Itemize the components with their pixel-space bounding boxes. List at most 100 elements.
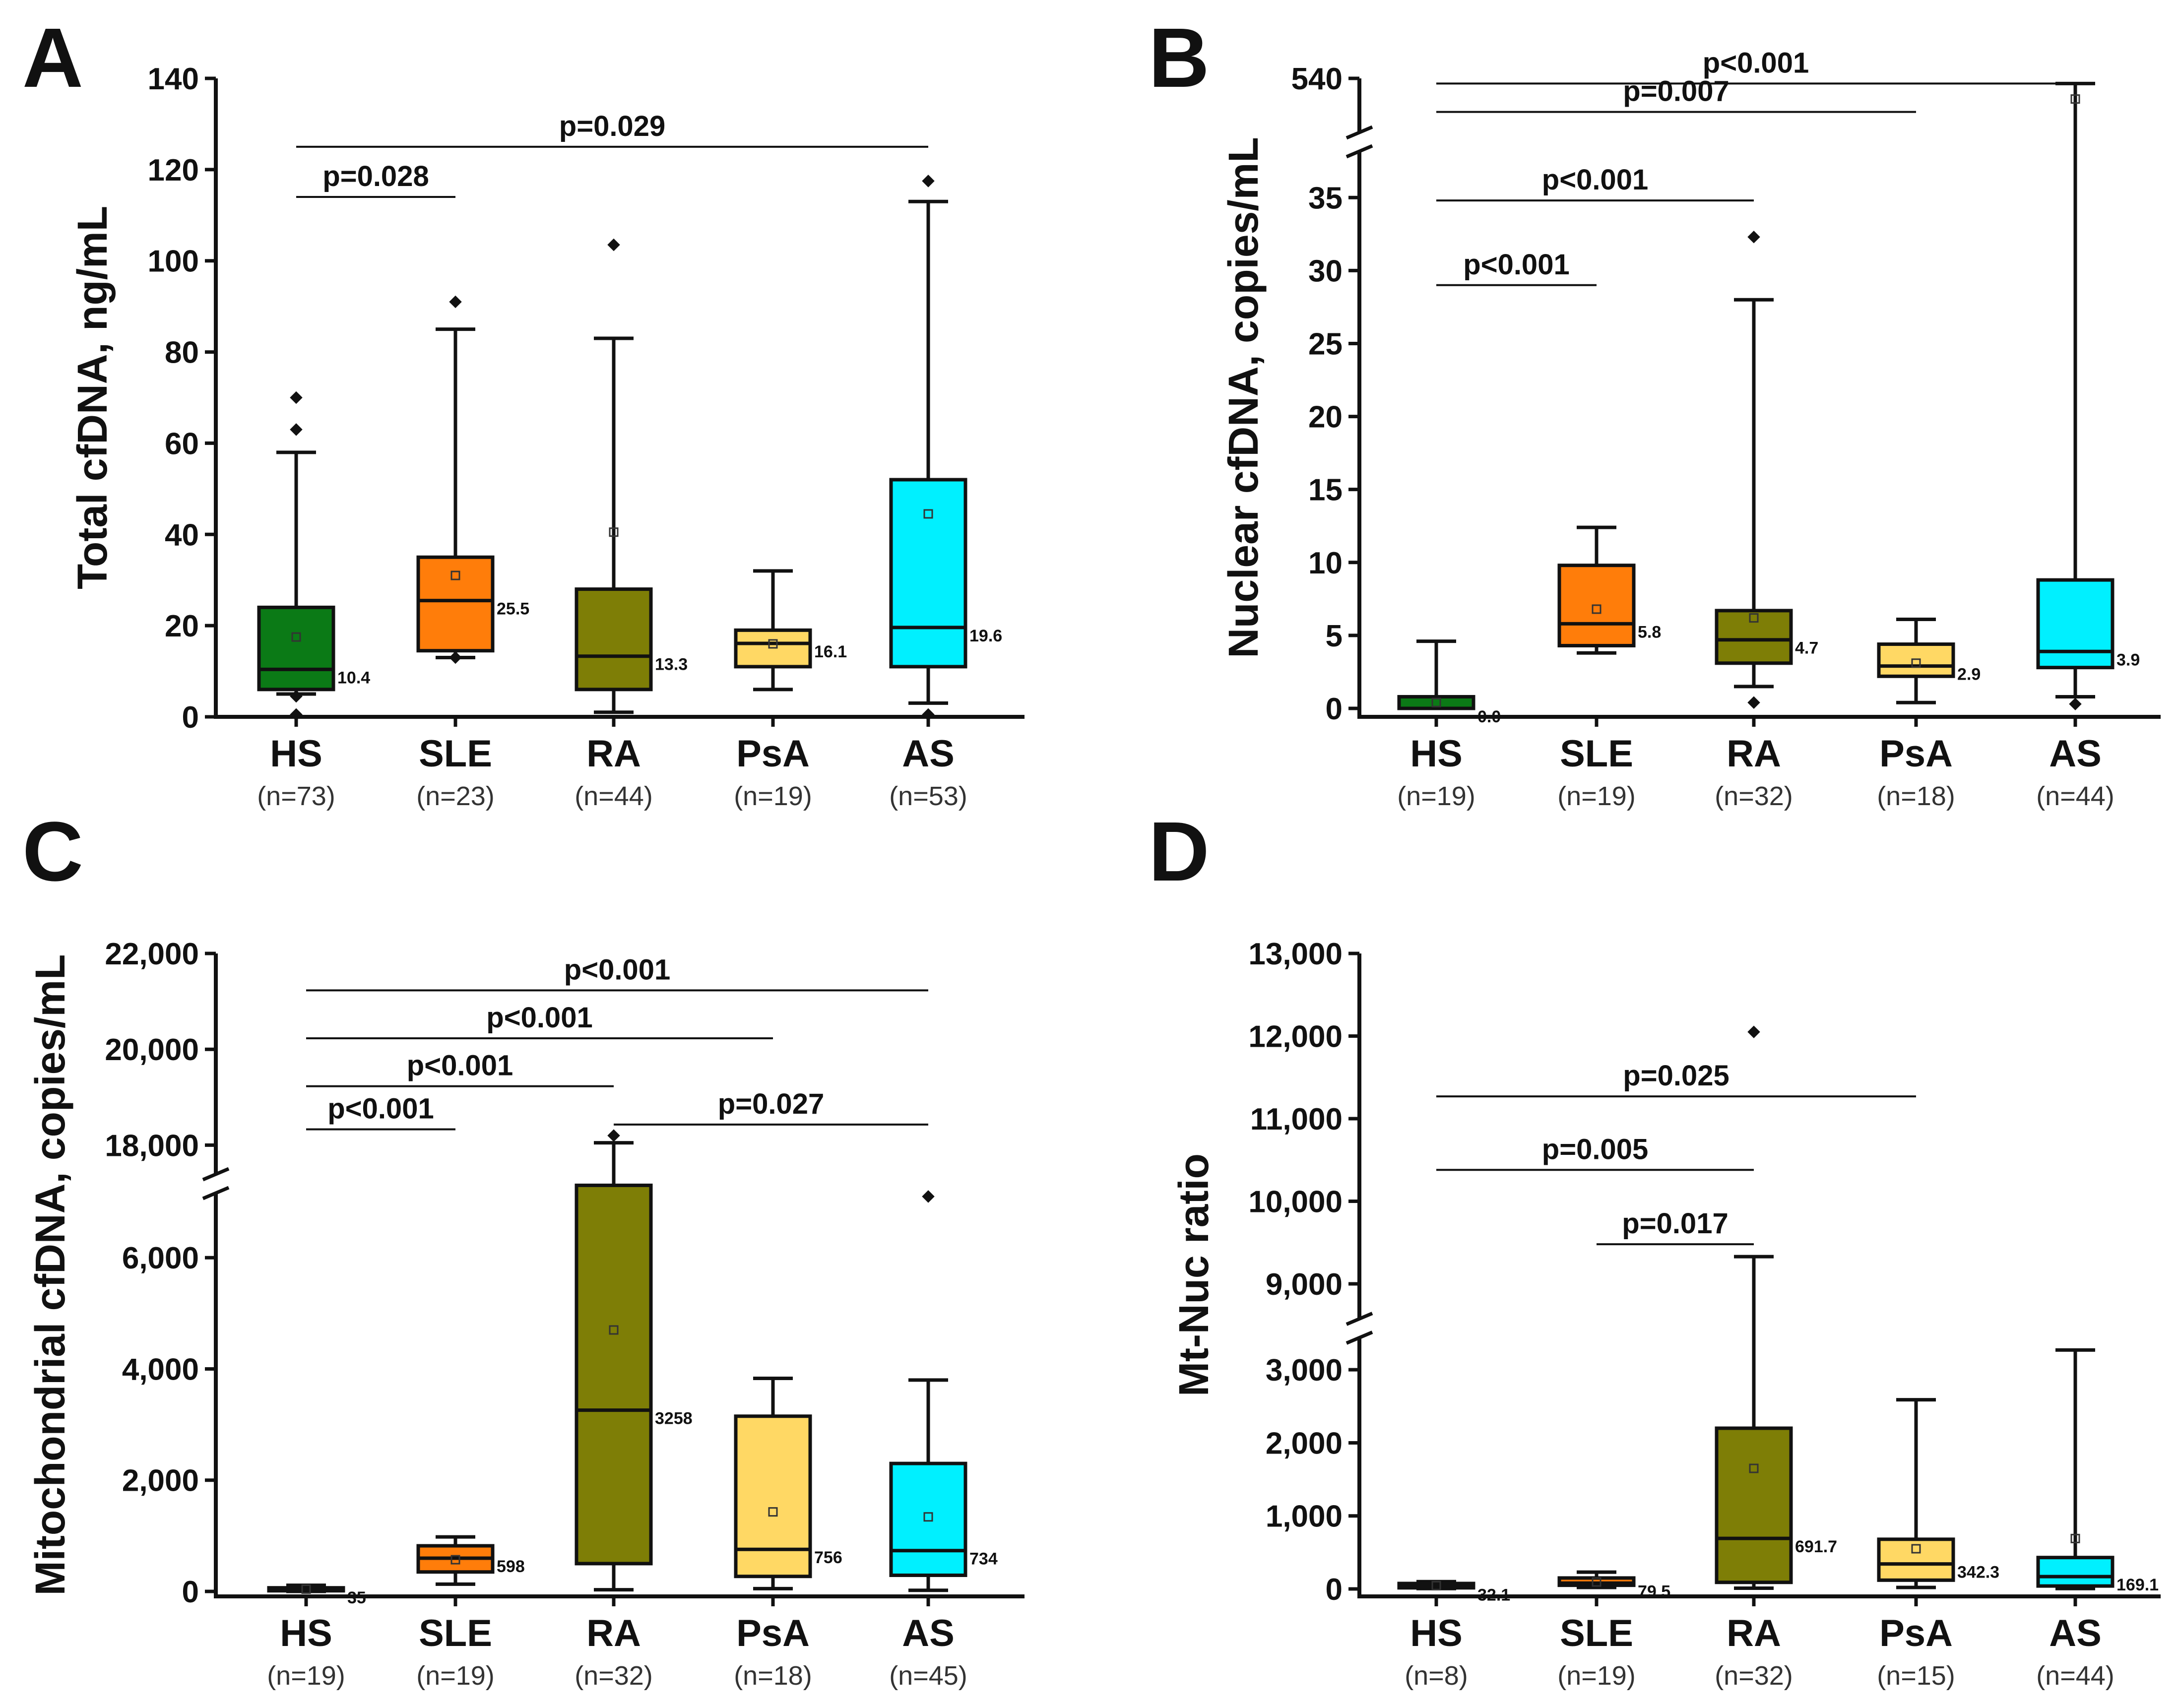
axis-break-mark bbox=[1345, 1312, 1373, 1326]
median-value-label: 756 bbox=[814, 1548, 842, 1567]
outlier-point bbox=[922, 708, 935, 721]
y-axis-label: Nuclear cfDNA, copies/mL bbox=[1220, 137, 1267, 658]
panel-letter: C bbox=[22, 805, 83, 899]
box-iqr bbox=[889, 1461, 967, 1577]
sample-size-label: (n=18) bbox=[734, 1661, 812, 1691]
y-tick-label: 35 bbox=[1308, 181, 1343, 215]
sample-size-label: (n=8) bbox=[1405, 1661, 1468, 1691]
sample-size-label: (n=19) bbox=[1397, 781, 1475, 811]
median-value-label: 35 bbox=[347, 1588, 366, 1607]
mean-marker bbox=[1592, 604, 1601, 614]
outlier-point bbox=[1747, 230, 1760, 244]
box-iqr bbox=[575, 1183, 653, 1566]
outlier-point bbox=[1747, 1025, 1760, 1038]
category-label: RA bbox=[1727, 1612, 1781, 1654]
category-label: HS bbox=[280, 1612, 332, 1654]
box-iqr bbox=[575, 587, 653, 692]
median-value-label: 4.7 bbox=[1795, 639, 1818, 658]
mean-marker bbox=[291, 632, 301, 642]
y-tick-label: 2,000 bbox=[1266, 1426, 1343, 1460]
outlier-point bbox=[922, 175, 935, 188]
category-label: SLE bbox=[419, 1612, 492, 1654]
p-value-label: p<0.001 bbox=[407, 1050, 513, 1082]
mean-marker bbox=[1431, 1581, 1441, 1590]
box-iqr bbox=[1715, 609, 1793, 665]
p-value-label: p<0.001 bbox=[564, 953, 670, 986]
y-tick-label: 20 bbox=[1308, 400, 1343, 435]
median-value-label: 169.1 bbox=[2116, 1576, 2159, 1594]
y-axis-label: Mitochondrial cfDNA, copies/mL bbox=[27, 954, 73, 1596]
box-iqr bbox=[1715, 1426, 1793, 1584]
mean-marker bbox=[609, 1325, 619, 1335]
y-tick-label: 4,000 bbox=[122, 1352, 199, 1387]
y-tick-label: 5 bbox=[1326, 619, 1343, 653]
y-axis-label: Total cfDNA, ng/mL bbox=[69, 206, 116, 589]
median-value-label: 32.1 bbox=[1477, 1585, 1510, 1604]
mean-marker bbox=[609, 527, 619, 537]
category-label: SLE bbox=[419, 733, 492, 775]
mean-marker bbox=[768, 1507, 778, 1517]
y-axis-label: Mt-Nuc ratio bbox=[1170, 1153, 1217, 1396]
category-label: RA bbox=[586, 1612, 641, 1654]
category-label: AS bbox=[902, 733, 955, 775]
outlier-point bbox=[290, 423, 303, 436]
y-tick-label: 20,000 bbox=[105, 1033, 199, 1067]
sample-size-label: (n=32) bbox=[1715, 1661, 1793, 1691]
y-tick-label: 6,000 bbox=[122, 1241, 199, 1275]
y-tick-label: 15 bbox=[1308, 473, 1343, 507]
median-value-label: 25.5 bbox=[497, 600, 529, 619]
y-tick-label: 100 bbox=[148, 245, 199, 279]
box-iqr bbox=[416, 555, 495, 653]
outlier-point bbox=[290, 708, 303, 721]
sample-size-label: (n=44) bbox=[575, 781, 653, 811]
box-iqr bbox=[2036, 1556, 2114, 1588]
y-tick-label: 40 bbox=[165, 518, 199, 552]
sample-size-label: (n=44) bbox=[2036, 1661, 2114, 1691]
mean-marker bbox=[450, 570, 460, 580]
median-value-label: 691.7 bbox=[1795, 1537, 1837, 1556]
sample-size-label: (n=23) bbox=[416, 781, 495, 811]
category-label: SLE bbox=[1560, 1612, 1633, 1654]
p-value-label: p<0.001 bbox=[1703, 47, 1809, 79]
median-value-label: 3258 bbox=[655, 1409, 693, 1428]
mean-marker bbox=[301, 1584, 311, 1594]
y-tick-label: 11,000 bbox=[1250, 1102, 1343, 1137]
median-value-label: 13.3 bbox=[655, 655, 688, 674]
outlier-point bbox=[607, 1129, 620, 1142]
y-tick-label: 25 bbox=[1308, 327, 1343, 361]
median-value-label: 10.4 bbox=[337, 668, 370, 687]
axis-break-mark bbox=[202, 1186, 230, 1201]
median-value-label: 734 bbox=[969, 1550, 998, 1569]
y-tick-label: 3,000 bbox=[1266, 1353, 1343, 1388]
mean-marker bbox=[1592, 1577, 1601, 1587]
sample-size-label: (n=19) bbox=[734, 781, 812, 811]
sample-size-label: (n=19) bbox=[1557, 781, 1636, 811]
mean-marker bbox=[1431, 697, 1441, 707]
y-tick-label: 60 bbox=[165, 427, 199, 461]
category-label: HS bbox=[270, 733, 322, 775]
mean-marker bbox=[768, 639, 778, 649]
y-tick-label: 0 bbox=[182, 1575, 199, 1609]
category-label: SLE bbox=[1560, 733, 1633, 775]
category-label: HS bbox=[1410, 733, 1463, 775]
category-label: RA bbox=[1727, 733, 1781, 775]
outlier-point bbox=[449, 651, 462, 664]
category-label: PsA bbox=[1879, 733, 1953, 775]
sample-size-label: (n=19) bbox=[416, 1661, 495, 1691]
p-value-label: p=0.028 bbox=[322, 160, 429, 192]
mean-marker bbox=[1749, 1463, 1759, 1473]
median-value-label: 0.0 bbox=[1477, 707, 1501, 726]
p-value-label: p=0.017 bbox=[1622, 1207, 1728, 1240]
category-label: PsA bbox=[736, 733, 810, 775]
mean-marker bbox=[2070, 94, 2080, 104]
axis-break-mark bbox=[1345, 144, 1373, 159]
y-tick-label: 0 bbox=[1326, 1573, 1343, 1607]
mean-marker bbox=[450, 1555, 460, 1565]
y-tick-label: 12,000 bbox=[1248, 1020, 1343, 1054]
axis-break-mark bbox=[1345, 125, 1373, 140]
outlier-point bbox=[290, 690, 303, 703]
mean-marker bbox=[1911, 658, 1921, 668]
sample-size-label: (n=18) bbox=[1877, 781, 1955, 811]
